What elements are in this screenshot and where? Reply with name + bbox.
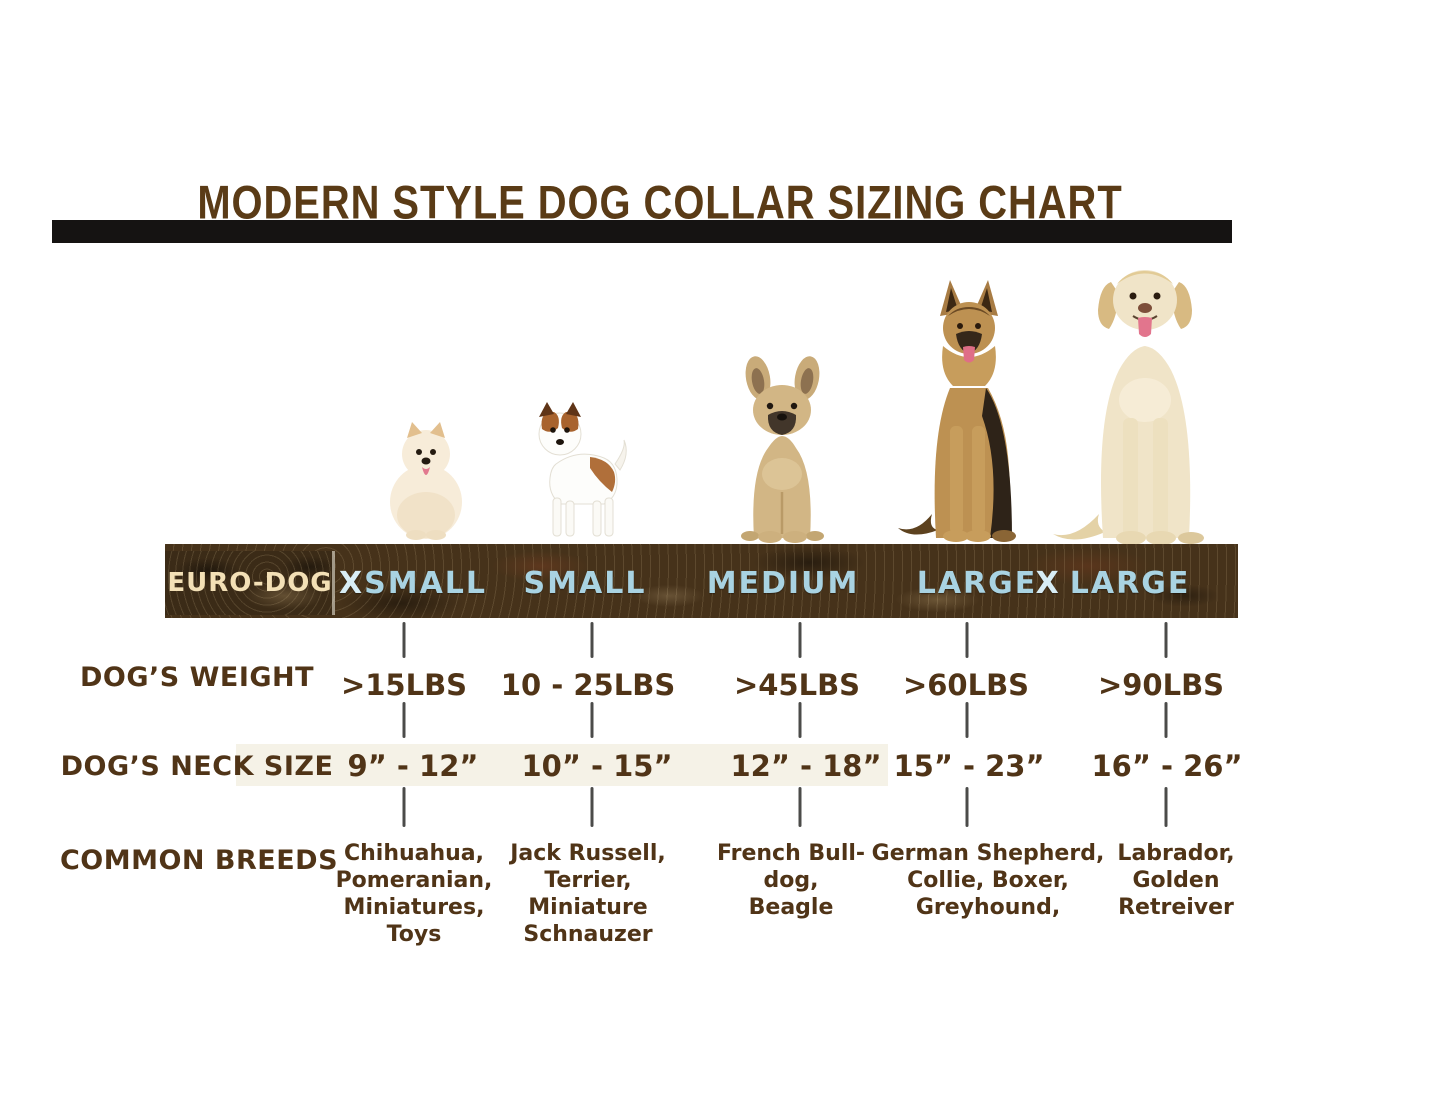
tick-mark <box>402 787 406 827</box>
tick-mark <box>402 702 406 738</box>
size-label-small: SMALL <box>524 566 647 601</box>
neck-value-medium: 12” - 18” <box>730 749 882 783</box>
weight-value-xlarge: >90LBS <box>1097 668 1225 702</box>
size-label-xsmall: XSMALL <box>339 566 487 601</box>
tick-mark <box>798 622 802 658</box>
tick-mark <box>965 702 969 738</box>
tick-mark <box>798 787 802 827</box>
size-label-medium: MEDIUM <box>707 566 860 601</box>
tick-mark <box>965 622 969 658</box>
tick-mark <box>965 787 969 827</box>
weight-value-medium: >45LBS <box>733 668 861 702</box>
neck-row-label: DOG’S NECK SIZE <box>60 751 334 782</box>
tick-mark <box>1164 622 1168 658</box>
labrador-dog-image <box>1045 248 1245 546</box>
breed-line: dog, <box>763 868 819 893</box>
breed-line: Greyhound, <box>915 895 1061 920</box>
page-title: MODERN STYLE DOG COLLAR SIZING CHART <box>197 176 1123 229</box>
french-bulldog-dog-image <box>720 352 845 544</box>
breed-line: Collie, Boxer, <box>907 868 1069 893</box>
german-shepherd-dog-image <box>888 276 1050 546</box>
breed-line: Toys <box>386 922 442 947</box>
breed-line: Miniature <box>528 895 648 920</box>
breed-line: German Shepherd, <box>871 841 1105 866</box>
breeds-medium: French Bull- dog, Beagle <box>661 840 921 921</box>
neck-value-xsmall: 9” - 12” <box>347 749 479 783</box>
size-label-text: MEDIUM <box>706 566 860 601</box>
breeds-xsmall: Chihuahua, Pomeranian, Miniatures, Toys <box>284 840 544 948</box>
breed-line: Terrier, <box>544 868 632 893</box>
neck-value-xlarge: 16” - 26” <box>1091 749 1243 783</box>
tick-mark <box>590 702 594 738</box>
tick-mark <box>590 787 594 827</box>
neck-value-small: 10” - 15” <box>521 749 673 783</box>
size-label-text: SMALL <box>523 566 647 601</box>
size-prefix-x: X <box>338 566 365 601</box>
neck-row-highlight-strip <box>236 744 888 786</box>
weight-value-small: 10 - 25LBS <box>500 668 676 702</box>
brand-banner-block <box>165 551 335 615</box>
german-shepherd-dog-icon <box>898 280 1016 542</box>
size-label-text: LARGE <box>1069 566 1191 601</box>
brand-label: EURO-DOG <box>167 568 333 598</box>
breed-line: Labrador, <box>1117 841 1235 866</box>
tick-mark <box>1164 787 1168 827</box>
neck-value-large: 15” - 23” <box>893 749 1045 783</box>
size-prefix-x: X <box>1035 566 1061 601</box>
tick-mark <box>1164 702 1168 738</box>
labrador-dog-icon <box>1053 270 1204 545</box>
size-label-text: SMALL <box>364 566 488 601</box>
size-banner <box>165 544 1238 618</box>
tick-mark <box>590 622 594 658</box>
weight-value-xsmall: >15LBS <box>340 668 468 702</box>
pomeranian-dog-image <box>378 418 474 540</box>
breeds-row-label: COMMON BREEDS <box>59 845 339 876</box>
breed-line: Schnauzer <box>523 922 653 947</box>
size-label-xlarge: X LARGE <box>1036 566 1191 601</box>
breeds-xlarge: Labrador, Golden Retreiver <box>1046 840 1306 921</box>
breed-line: Jack Russell, <box>510 841 666 866</box>
breed-line: Chihuahua, <box>343 841 485 866</box>
breed-line: French Bull- <box>716 841 866 866</box>
breed-line: Miniatures, <box>343 895 485 920</box>
breeds-small: Jack Russell, Terrier, Miniature Schnauz… <box>458 840 718 948</box>
jack-russell-dog-icon <box>538 402 627 537</box>
breed-line: Beagle <box>748 895 834 920</box>
breeds-large: German Shepherd, Collie, Boxer, Greyhoun… <box>858 840 1118 921</box>
breed-line: Pomeranian, <box>335 868 493 893</box>
jack-russell-dog-image <box>520 398 632 543</box>
breed-line: Golden <box>1132 868 1220 893</box>
weight-row-label: DOG’S WEIGHT <box>79 662 315 693</box>
french-bulldog-dog-icon <box>741 356 824 543</box>
tick-mark <box>402 622 406 658</box>
breed-line: Retreiver <box>1118 895 1234 920</box>
size-label-large: LARGE <box>917 566 1038 601</box>
tick-mark <box>798 702 802 738</box>
size-label-text: LARGE <box>916 566 1038 601</box>
title-underline-bar <box>52 220 1232 243</box>
weight-value-large: >60LBS <box>902 668 1030 702</box>
pomeranian-dog-icon <box>390 422 462 540</box>
